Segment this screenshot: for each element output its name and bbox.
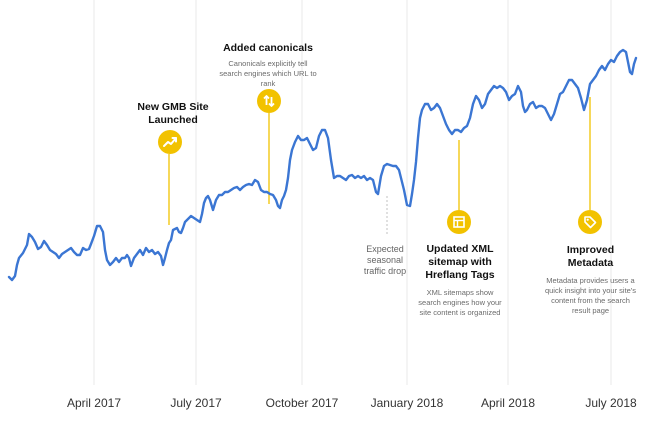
badge-gmb [158, 130, 182, 154]
badge-metadata [578, 210, 602, 234]
trending-up-icon [163, 137, 177, 147]
sitemap-document-icon [453, 216, 465, 228]
x-tick-label: July 2017 [170, 396, 222, 410]
annotation-sitemap-title: Updated XML sitemap with Hreflang Tags [425, 243, 495, 281]
vertical-gridlines [93, 0, 612, 385]
x-tick-label: April 2018 [481, 396, 535, 410]
annotation-canonicals-title: Added canonicals [223, 42, 313, 54]
annotation-connectors [168, 97, 591, 236]
annotation-metadata-text: Metadata provides users a quick insight … [544, 276, 637, 315]
x-tick-label: January 2018 [371, 396, 444, 410]
badge-canonicals [257, 89, 281, 113]
annotation-sitemap: Updated XML sitemap with Hreflang Tags X… [415, 243, 505, 318]
annotation-gmb-title: New GMB Site Launched [137, 101, 209, 126]
x-tick-label: October 2017 [266, 396, 339, 410]
x-tick-label: July 2018 [585, 396, 637, 410]
annotation-metadata-title: Improved Metadata [566, 244, 615, 269]
annotation-metadata: Improved Metadata Metadata provides user… [543, 244, 638, 316]
annotation-canonicals: Added canonicals Canonicals explicitly t… [218, 42, 318, 89]
annotation-sitemap-text: XML sitemaps show search engines how you… [418, 288, 502, 317]
annotation-seasonal-drop: Expected seasonal traffic drop [363, 244, 407, 276]
annotation-gmb: New GMB Site Launched [128, 101, 218, 127]
series-line [7, 48, 638, 282]
x-axis-ticks: April 2017 July 2017 October 2017 January 2… [67, 396, 637, 410]
badge-sitemap [447, 210, 471, 234]
swap-vertical-arrows-icon [263, 95, 275, 107]
annotation-canonicals-text: Canonicals explicitly tell search engine… [219, 59, 317, 88]
tag-icon [584, 216, 597, 229]
x-tick-label: April 2017 [67, 396, 121, 410]
